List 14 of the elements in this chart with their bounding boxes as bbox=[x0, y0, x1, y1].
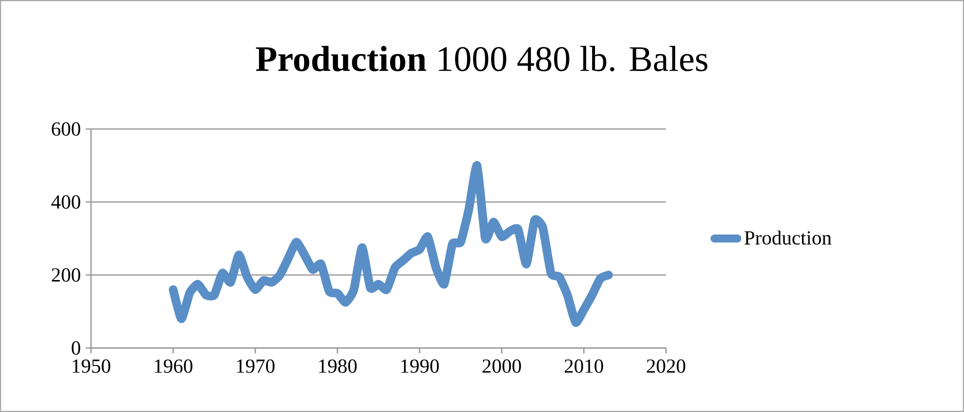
legend-label: Production bbox=[744, 230, 832, 245]
x-tick-label: 1970 bbox=[237, 359, 275, 373]
y-tick-label: 200 bbox=[52, 268, 80, 282]
x-tick-label: 1950 bbox=[72, 359, 110, 373]
x-tick-label: 2000 bbox=[482, 359, 521, 373]
y-tick-label: 400 bbox=[51, 195, 80, 209]
x-tick-label: 1960 bbox=[154, 359, 192, 373]
y-tick-label: 600 bbox=[52, 122, 80, 136]
x-tick-label: 1980 bbox=[319, 359, 357, 373]
y-tick-label: 0 bbox=[72, 341, 80, 355]
x-tick-label: 2010 bbox=[564, 359, 604, 373]
x-tick-label: 1990 bbox=[401, 359, 439, 373]
chart-title: Production 1000 480 lb. Bales bbox=[256, 46, 708, 72]
x-tick-label: 2020 bbox=[646, 359, 686, 373]
